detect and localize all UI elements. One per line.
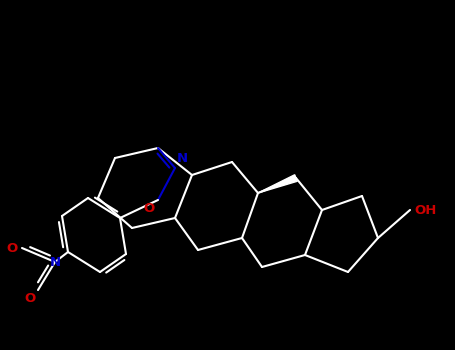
Text: O: O — [25, 292, 36, 305]
Text: O: O — [144, 202, 155, 215]
Text: N: N — [177, 152, 188, 165]
Text: O: O — [7, 241, 18, 254]
Text: N: N — [50, 256, 61, 268]
Text: OH: OH — [414, 203, 436, 217]
Polygon shape — [258, 175, 297, 193]
